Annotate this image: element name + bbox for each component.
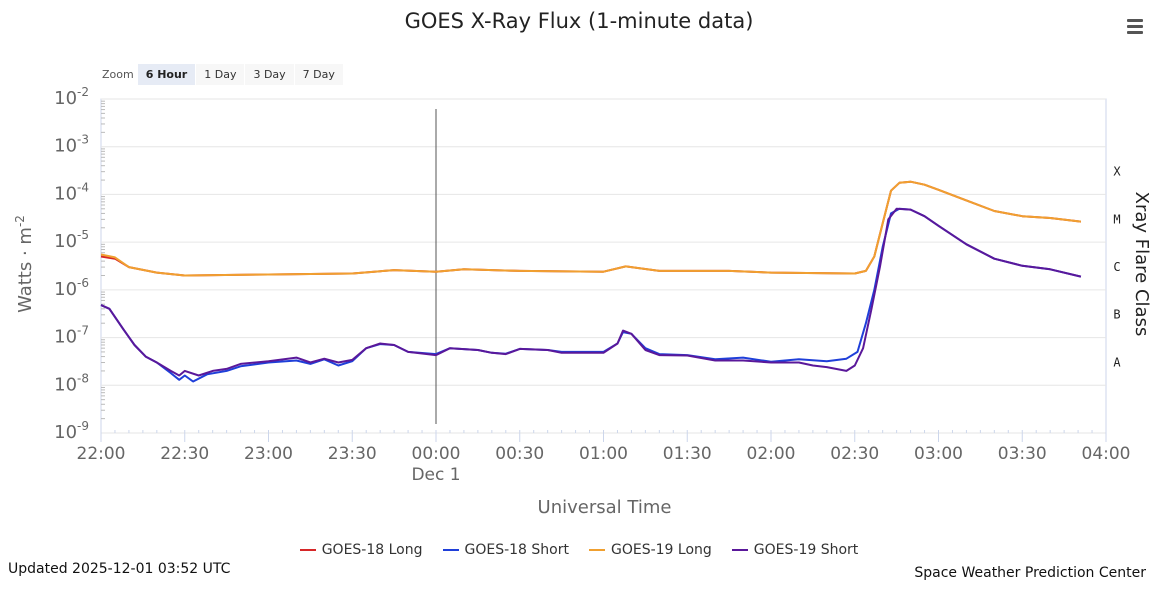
y-tick-base: 10 [54, 136, 77, 157]
y-tick-label: 10-9 [54, 419, 89, 443]
y-tick-base: 10 [54, 183, 77, 204]
flare-class-label: C [1113, 260, 1120, 274]
y-tick-exponent: -6 [77, 276, 89, 290]
legend-label: GOES-19 Short [753, 542, 859, 558]
x-tick-label: 00:30 [495, 444, 544, 464]
x-tick-label: 00:00 [412, 444, 461, 464]
legend-item-goes-19-long[interactable]: GOES-19 Long [589, 542, 712, 558]
legend-label: GOES-18 Long [321, 542, 423, 558]
x-tick-label: 03:30 [998, 444, 1047, 464]
y-axis-title: Watts · m-2 [13, 215, 36, 313]
legend-swatch [731, 549, 748, 551]
updated-timestamp: Updated 2025-12-01 03:52 UTC [8, 561, 231, 577]
x-tick-label: 02:00 [747, 444, 796, 464]
legend-swatch [589, 549, 605, 551]
zoom-7-day-button[interactable]: 7 Day [294, 63, 343, 85]
flare-class-label: M [1113, 212, 1120, 226]
zoom-6-hour-button[interactable]: 6 Hour [137, 63, 196, 85]
x-tick-label: 01:00 [579, 444, 628, 464]
zoom-1-day-button[interactable]: 1 Day [196, 63, 245, 85]
y-tick-base: 10 [54, 422, 77, 443]
x-tick-label: 22:30 [160, 444, 209, 464]
y-tick-base: 10 [54, 279, 77, 300]
x-tick-label: 23:30 [328, 444, 377, 464]
y-tick-exponent: -4 [77, 180, 89, 194]
legend-label: GOES-19 Long [611, 542, 712, 558]
plot-area-border [100, 98, 1107, 434]
x-tick-label: 03:00 [914, 444, 963, 464]
legend-swatch [442, 549, 459, 551]
flare-class-axis-title: Xray Flare Class [1131, 192, 1152, 337]
y-tick-base: 10 [54, 374, 77, 395]
legend: GOES-18 Long GOES-18 Short GOES-19 Long GOE… [0, 542, 1158, 558]
x-tick-label: 01:30 [663, 444, 712, 464]
legend-label: GOES-18 Short [464, 542, 570, 558]
y-tick-exponent: -3 [77, 133, 89, 147]
y-tick-label: 10-7 [54, 324, 89, 348]
x-tick-label: 02:30 [830, 444, 879, 464]
x-tick-date-label: Dec 1 [411, 465, 460, 485]
series-line-goes-18-short [100, 207, 1082, 383]
y-tick-exponent: -2 [77, 85, 89, 99]
zoom-bar: Zoom 6 Hour 1 Day 3 Day 7 Day [102, 62, 344, 86]
flare-class-label: B [1113, 308, 1120, 322]
flare-class-label: A [1113, 355, 1121, 369]
y-tick-exponent: -9 [77, 419, 89, 433]
hamburger-menu-icon[interactable] [1124, 16, 1146, 36]
x-tick-label: 04:00 [1082, 444, 1131, 464]
y-axis-title-text: Watts · m [15, 227, 36, 313]
x-tick-label: 23:00 [244, 444, 293, 464]
y-tick-exponent: -7 [77, 324, 89, 338]
legend-swatch [299, 549, 316, 551]
y-tick-label: 10-3 [54, 133, 89, 157]
y-tick-label: 10-4 [54, 180, 89, 204]
y-tick-base: 10 [54, 327, 77, 348]
flare-class-label: X [1113, 165, 1121, 179]
y-tick-exponent: -5 [77, 228, 89, 242]
y-tick-label: 10-5 [54, 228, 89, 252]
series-line-goes-19-long [100, 180, 1082, 277]
series-line-goes-18-long [100, 180, 1082, 277]
zoom-label: Zoom [102, 67, 134, 81]
x-tick-label: 22:00 [77, 444, 126, 464]
y-tick-label: 10-2 [54, 85, 89, 109]
legend-item-goes-19-short[interactable]: GOES-19 Short [731, 542, 859, 558]
credit-text: Space Weather Prediction Center [914, 565, 1146, 581]
x-axis-title: Universal Time [538, 497, 672, 518]
chart-title: GOES X-Ray Flux (1-minute data) [404, 9, 754, 33]
y-tick-label: 10-8 [54, 371, 89, 395]
y-tick-base: 10 [54, 88, 77, 109]
series-line-goes-19-short [100, 207, 1082, 377]
legend-item-goes-18-long[interactable]: GOES-18 Long [299, 542, 423, 558]
zoom-3-day-button[interactable]: 3 Day [245, 63, 294, 85]
legend-item-goes-18-short[interactable]: GOES-18 Short [442, 542, 570, 558]
y-tick-label: 10-6 [54, 276, 89, 300]
xray-flux-plot[interactable]: 10-910-810-710-610-510-410-310-222:00 22:… [0, 0, 1158, 540]
y-tick-base: 10 [54, 231, 77, 252]
y-axis-title-exponent: -2 [13, 215, 27, 227]
y-tick-exponent: -8 [77, 371, 89, 385]
